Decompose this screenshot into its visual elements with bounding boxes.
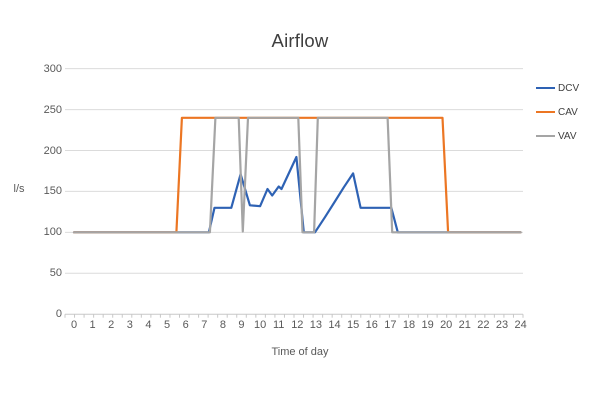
y-tick-label-300: 300 bbox=[43, 62, 62, 75]
y-axis-title: l/s bbox=[13, 183, 25, 195]
x-tick-label-24: 24 bbox=[514, 319, 527, 331]
legend-item-vav[interactable]: VAV bbox=[536, 124, 596, 148]
series-line-vav bbox=[72, 116, 522, 234]
x-tick-label-17: 17 bbox=[384, 319, 397, 331]
x-tick-label-2: 2 bbox=[108, 319, 115, 331]
x-tick-label-1: 1 bbox=[89, 319, 96, 331]
x-tick-label-23: 23 bbox=[495, 319, 509, 331]
x-tick-label-20: 20 bbox=[440, 319, 453, 331]
x-tick-label-0: 0 bbox=[70, 319, 78, 331]
y-tick-label-0: 0 bbox=[55, 308, 62, 321]
legend-label-dcv: DCV bbox=[558, 82, 580, 94]
chart-title: Airflow bbox=[271, 30, 329, 51]
legend-swatch-vav bbox=[536, 134, 555, 138]
x-tick-label-9: 9 bbox=[238, 319, 245, 331]
x-tick-label-12: 12 bbox=[291, 319, 304, 331]
x-tick-label-5: 5 bbox=[163, 319, 171, 331]
legend-swatch-cav bbox=[536, 110, 555, 114]
x-tick-label-4: 4 bbox=[145, 319, 152, 331]
legend: DCV CAV VAV bbox=[536, 76, 596, 148]
x-tick-label-14: 14 bbox=[328, 319, 341, 331]
x-tick-label-6: 6 bbox=[182, 319, 189, 331]
x-tick-label-21: 21 bbox=[458, 319, 471, 331]
y-tick-label-100: 100 bbox=[43, 226, 62, 239]
legend-item-cav[interactable]: CAV bbox=[536, 100, 596, 124]
x-tick-label-3: 3 bbox=[126, 319, 133, 331]
legend-item-dcv[interactable]: DCV bbox=[536, 76, 596, 100]
x-tick-label-8: 8 bbox=[219, 319, 226, 331]
x-tick-label-16: 16 bbox=[365, 319, 378, 331]
x-tick-label-13: 13 bbox=[309, 319, 323, 331]
x-tick-label-19: 19 bbox=[421, 319, 434, 331]
legend-label-vav: VAV bbox=[558, 130, 577, 142]
series-line-dcv bbox=[72, 155, 522, 234]
y-tick-label-200: 200 bbox=[43, 144, 62, 157]
y-tick-label-250: 250 bbox=[43, 103, 62, 116]
y-tick-label-50: 50 bbox=[49, 267, 62, 280]
legend-swatch-dcv bbox=[536, 86, 555, 90]
x-tick-label-15: 15 bbox=[347, 319, 360, 331]
x-axis-title: Time of day bbox=[271, 346, 329, 358]
x-tick-label-7: 7 bbox=[201, 319, 208, 331]
legend-label-cav: CAV bbox=[558, 106, 578, 118]
x-tick-label-10: 10 bbox=[253, 319, 267, 331]
y-tick-label-150: 150 bbox=[43, 185, 62, 198]
x-tick-label-22: 22 bbox=[477, 319, 490, 331]
x-tick-label-11: 11 bbox=[272, 319, 285, 331]
x-tick-label-18: 18 bbox=[402, 319, 416, 331]
